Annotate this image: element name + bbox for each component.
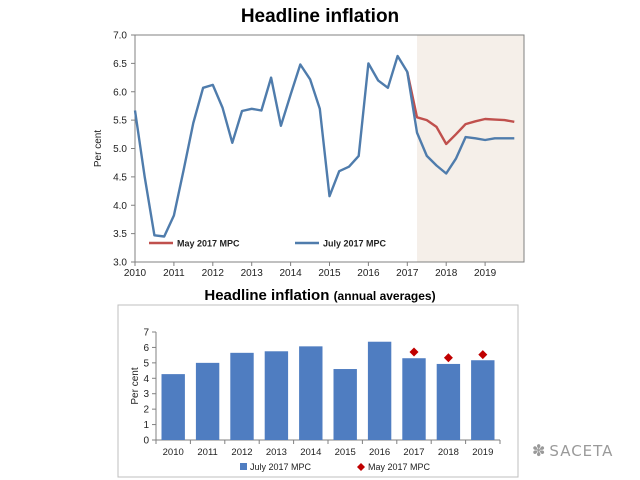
x-tick-label: 2016 xyxy=(369,447,390,458)
x-tick-label: 2010 xyxy=(124,268,147,279)
line-chart-title: Headline inflation xyxy=(240,6,400,27)
bar xyxy=(161,374,185,440)
y-tick-label: 1 xyxy=(143,420,149,431)
bar xyxy=(299,346,323,440)
x-tick-label: 2013 xyxy=(241,268,264,279)
diamond-marker xyxy=(443,353,453,363)
bar xyxy=(230,352,254,440)
forecast-shade xyxy=(417,35,524,262)
x-tick-label: 2010 xyxy=(163,447,184,458)
bar-chart-subtitle: (annual averages) xyxy=(333,289,436,303)
y-tick-label: 3.5 xyxy=(113,229,127,240)
y-axis-label: Per cent xyxy=(130,367,141,404)
x-tick-label: 2014 xyxy=(279,268,302,279)
legend-swatch-bar xyxy=(240,463,247,470)
y-tick-label: 7.0 xyxy=(113,31,127,42)
watermark: ✽ SACETA xyxy=(532,441,613,460)
x-tick-label: 2013 xyxy=(266,447,287,458)
bar xyxy=(402,358,426,440)
x-tick-label: 2011 xyxy=(197,447,217,458)
bar xyxy=(264,351,289,440)
series-line-july-2017 xyxy=(133,54,515,238)
x-tick-label: 2017 xyxy=(403,447,424,458)
x-tick-label: 2018 xyxy=(435,268,458,279)
y-tick-label: 4.0 xyxy=(113,201,127,212)
bar xyxy=(195,362,220,440)
y-tick-label: 0 xyxy=(143,436,149,447)
wechat-icon: ✽ xyxy=(532,441,547,460)
y-tick-label: 2 xyxy=(143,405,149,416)
x-tick-label: 2019 xyxy=(472,447,493,458)
x-tick-label: 2017 xyxy=(396,268,419,279)
y-tick-label: 6 xyxy=(143,343,149,354)
legend-label: May 2017 MPC xyxy=(368,462,431,472)
diamond-marker xyxy=(409,347,419,357)
bar xyxy=(367,341,392,440)
x-tick-label: 2015 xyxy=(318,268,341,279)
x-tick-label: 2018 xyxy=(438,447,459,458)
y-tick-label: 3.0 xyxy=(113,258,127,269)
y-tick-label: 7 xyxy=(143,328,149,339)
x-tick-label: 2015 xyxy=(335,447,356,458)
x-tick-label: 2014 xyxy=(300,447,321,458)
diamond-marker xyxy=(478,350,488,360)
legend-swatch-diamond xyxy=(357,463,365,471)
y-axis-label: Per cent xyxy=(93,130,104,167)
bar-chart-title-main: Headline inflation xyxy=(204,287,330,304)
bar-chart-frame xyxy=(117,304,519,478)
y-tick-label: 4 xyxy=(143,374,149,385)
x-tick-label: 2011 xyxy=(163,268,185,279)
x-tick-label: 2012 xyxy=(231,447,252,458)
x-tick-label: 2019 xyxy=(474,268,497,279)
bar xyxy=(471,360,495,440)
watermark-text: SACETA xyxy=(549,442,614,460)
x-tick-label: 2012 xyxy=(202,268,225,279)
x-tick-label: 2016 xyxy=(357,268,380,279)
legend-label: July 2017 MPC xyxy=(323,239,387,249)
bar-chart-title: Headline inflation (annual averages) xyxy=(0,287,640,304)
bar xyxy=(436,363,461,440)
y-tick-label: 5.0 xyxy=(113,144,127,155)
legend-label: May 2017 MPC xyxy=(177,239,240,249)
y-tick-label: 5 xyxy=(143,358,149,369)
y-tick-label: 6.0 xyxy=(113,87,127,98)
y-tick-label: 6.5 xyxy=(113,59,127,70)
y-tick-label: 3 xyxy=(143,389,149,400)
line-chart: 3.0 3.5 4.0 4.5 5.0 5.5 6.0 6.5 7.0 2010 2011 2012 2… xyxy=(93,31,525,279)
y-tick-label: 5.5 xyxy=(113,116,127,127)
series-line-may-2017 xyxy=(406,71,515,146)
y-tick-label: 4.5 xyxy=(113,172,127,183)
bar xyxy=(333,369,357,440)
legend-label: July 2017 MPC xyxy=(250,462,312,472)
